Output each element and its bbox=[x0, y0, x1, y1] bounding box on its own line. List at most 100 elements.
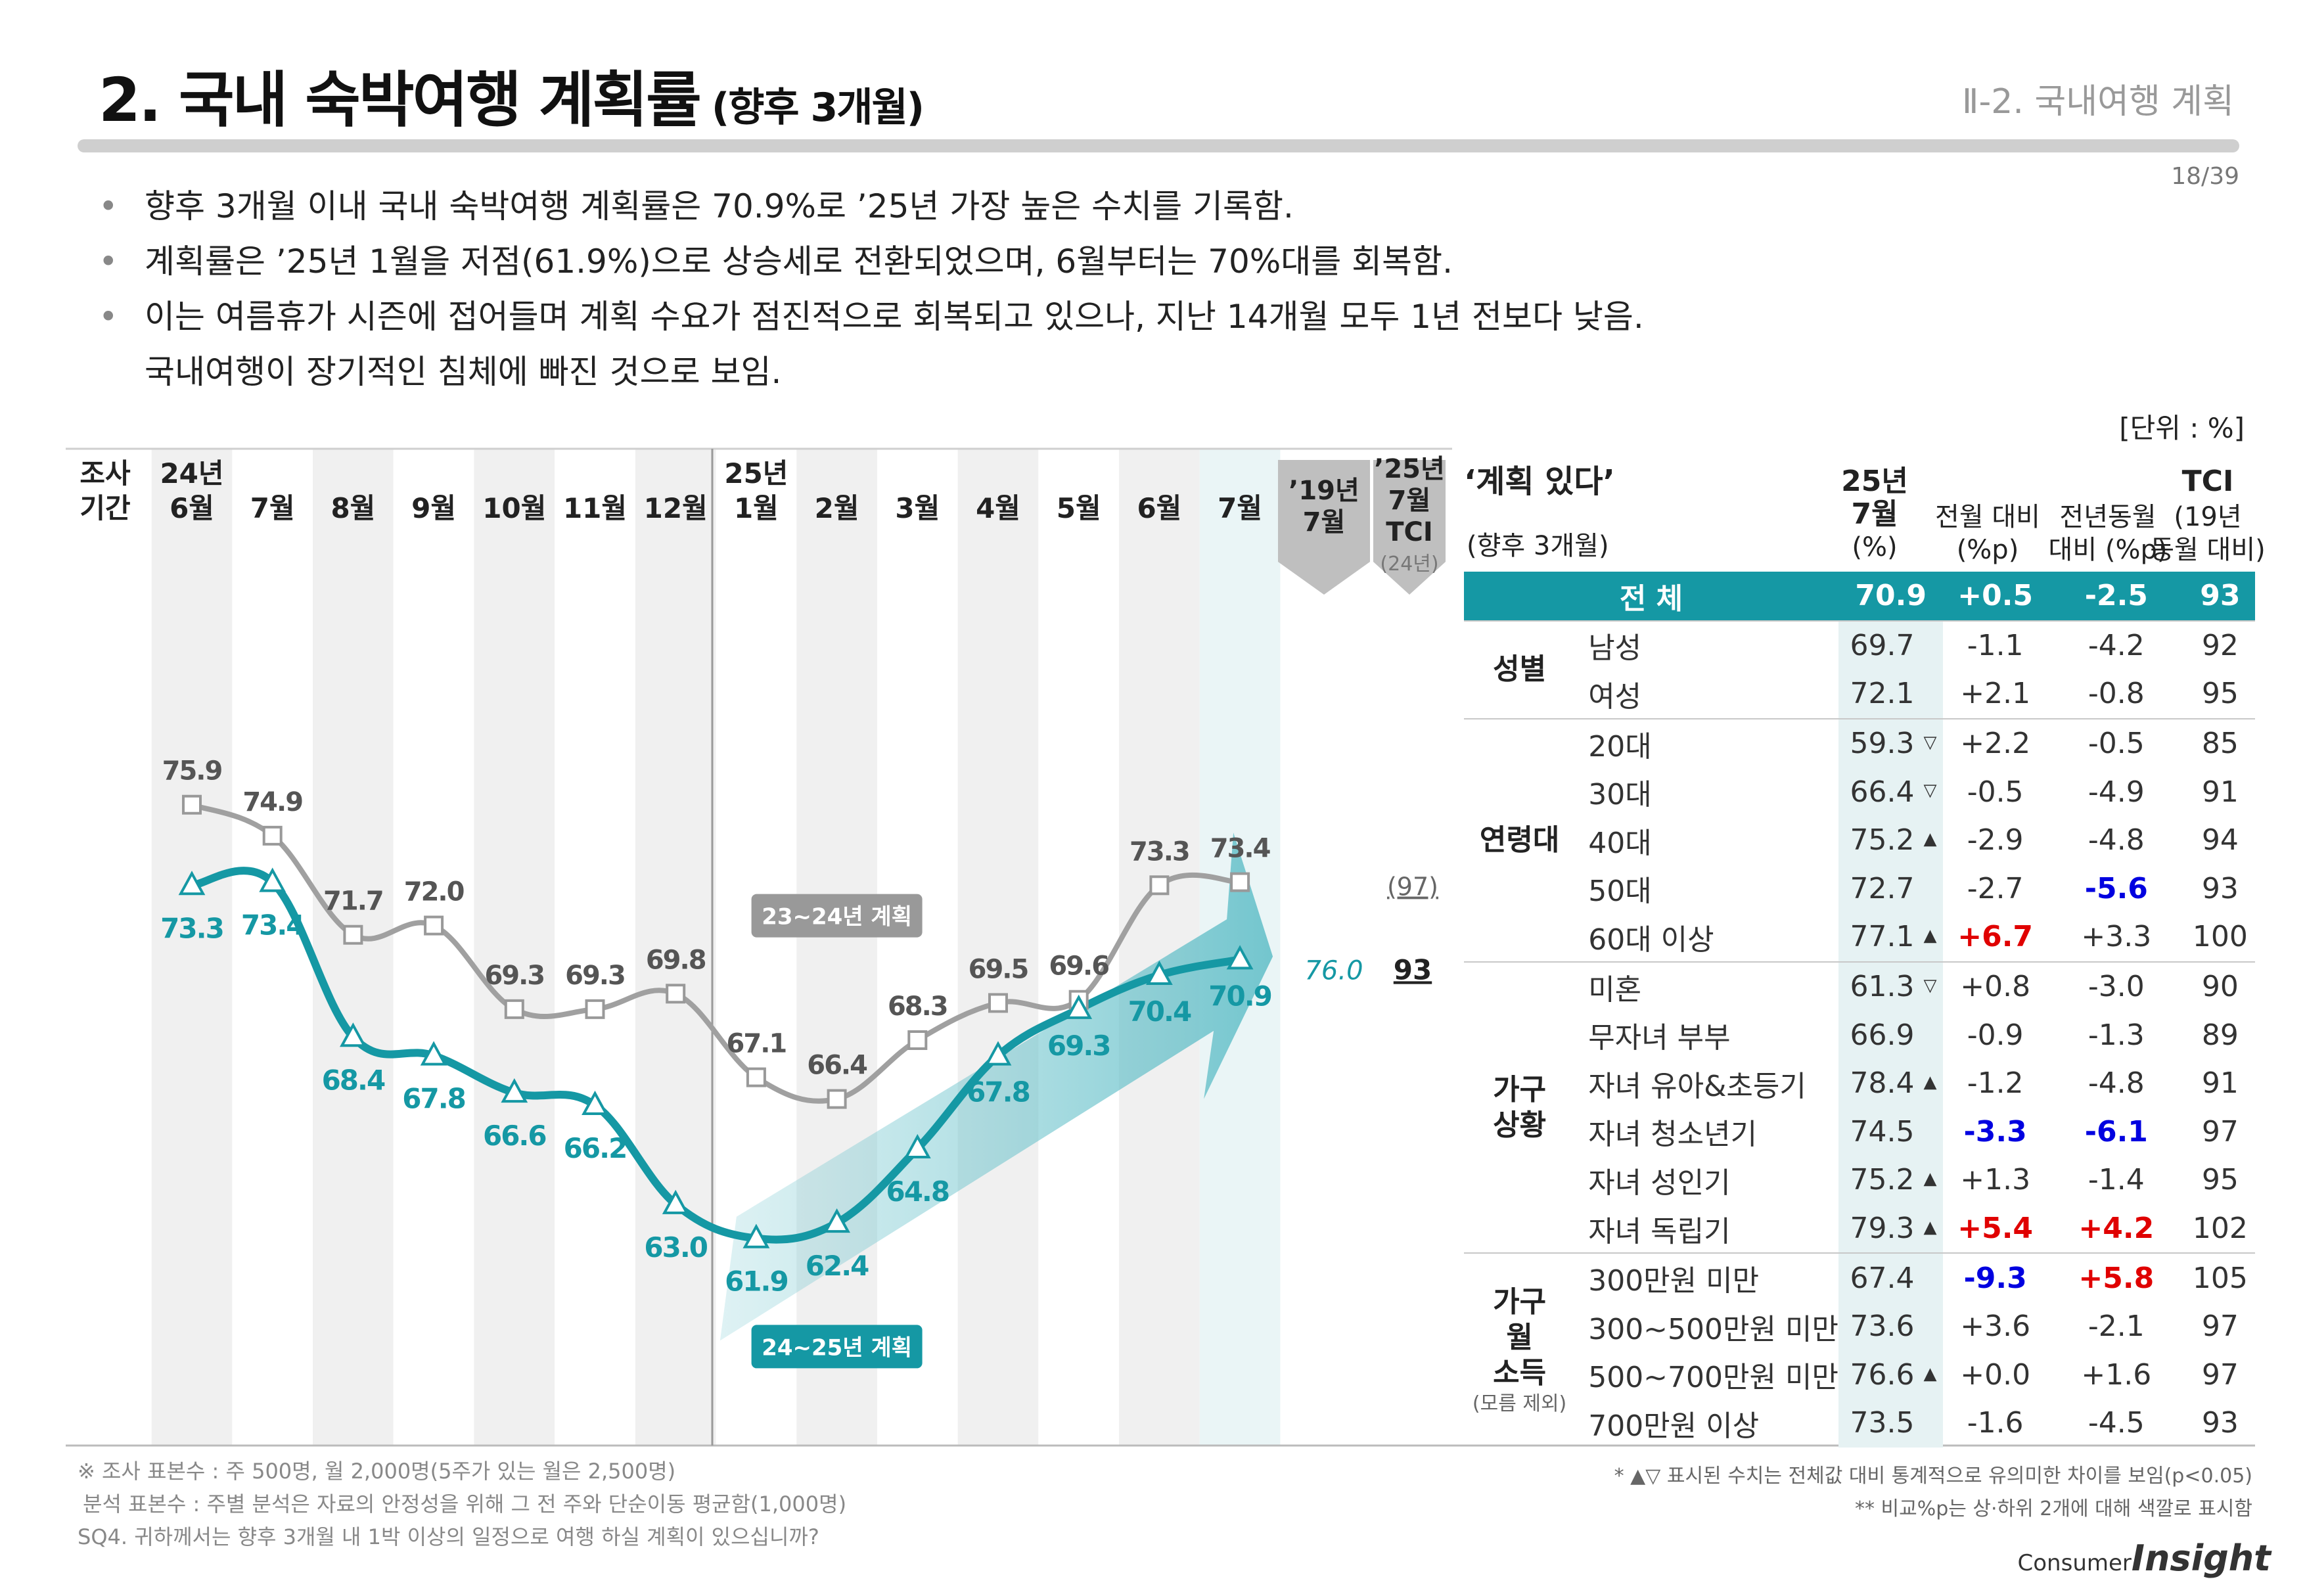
tci-value: 93 bbox=[1394, 953, 1432, 986]
segment-mom: +6.7 bbox=[1957, 920, 2034, 954]
segment-value: 76.6 ▲ bbox=[1838, 1350, 1944, 1400]
teal-data-label: 68.4 bbox=[322, 1064, 385, 1096]
footnote-line: ** 비교%p는 상·하위 2개에 대해 색깔로 표시함 bbox=[1855, 1497, 2252, 1520]
table-row: 30대 66.4 ▽ -0.5 -4.9 91 bbox=[1464, 767, 2255, 816]
footnote-left: ※ 조사 표본수 : 주 500명, 월 2,000명(5주가 있는 월은 2,… bbox=[78, 1455, 846, 1553]
grey-point bbox=[746, 1067, 766, 1087]
segment-label: 60대 이상 bbox=[1588, 923, 1714, 957]
segment-yoy: -6.1 bbox=[2084, 1114, 2148, 1149]
teal-data-label: 67.8 bbox=[402, 1083, 465, 1115]
segment-mom: +2.1 bbox=[1960, 677, 2031, 711]
segment-value: 75.2 ▲ bbox=[1838, 1156, 1944, 1204]
group-note: (모름 제외) bbox=[1472, 1392, 1567, 1415]
x-tick-year: 25년 bbox=[724, 457, 788, 490]
unit-label: [단위 : %] bbox=[2119, 412, 2245, 444]
column-band bbox=[313, 449, 394, 1446]
segment-value: 66.4 ▽ bbox=[1838, 767, 1944, 816]
segment-mom: +2.2 bbox=[1943, 718, 2047, 768]
group-label: 성별 bbox=[1464, 620, 1576, 719]
bullet-item: 계획률은 ’25년 1월을 저점(61.9%)으로 상승세로 전환되었으며, 6… bbox=[99, 234, 2070, 289]
segment-mom: +3.6 bbox=[1960, 1310, 2031, 1344]
column-band bbox=[877, 449, 958, 1446]
segment-yoy: +1.6 bbox=[2081, 1357, 2152, 1392]
table-title: ‘계획 있다’ bbox=[1464, 463, 1615, 500]
x-tick-label: 6월 bbox=[170, 492, 214, 524]
teal-data-label: 73.4 bbox=[241, 909, 304, 942]
column-band bbox=[232, 449, 313, 1446]
teal-point bbox=[984, 1041, 1012, 1066]
grey-data-label: 75.9 bbox=[162, 756, 222, 787]
teal-data-label: 63.0 bbox=[644, 1231, 707, 1264]
group-label: 가구 월 소득 (모름 제외) bbox=[1464, 1252, 1576, 1448]
compare-header: ’19년 bbox=[1289, 476, 1359, 506]
segment-value: 59.3 ▽ bbox=[1838, 718, 1944, 768]
segment-mom: +5.4 bbox=[1957, 1212, 2034, 1246]
segment-value: 77.1 ▲ bbox=[1838, 913, 1944, 962]
trend-arrow-shape bbox=[719, 832, 1273, 1341]
segment-yoy: +5.8 bbox=[2047, 1252, 2185, 1302]
grey-point bbox=[666, 984, 686, 1004]
segment-label: 300만원 미만 bbox=[1575, 1252, 1838, 1302]
x-tick-label: 6월 bbox=[1137, 492, 1181, 524]
table-row: 40대 75.2 ▲ -2.9 -4.8 94 bbox=[1464, 815, 2255, 865]
significant-high-icon: ▲ bbox=[1923, 926, 1937, 946]
x-tick-label: 10월 bbox=[482, 492, 546, 524]
teal-point bbox=[823, 1208, 850, 1233]
grey-data-label: 73.4 bbox=[1210, 834, 1270, 864]
segment-value: 78.4 ▲ bbox=[1838, 1059, 1944, 1108]
x-tick-label: 12월 bbox=[644, 492, 708, 524]
legend-tag-24-25 bbox=[751, 1325, 923, 1369]
grey-data-label: 66.4 bbox=[807, 1051, 867, 1081]
significant-low-icon: ▽ bbox=[1923, 975, 1937, 995]
col-header-month-b: 7월 bbox=[1851, 497, 1898, 531]
segment-value: 73.6 bbox=[1838, 1302, 1944, 1351]
teal-data-label: 66.2 bbox=[564, 1132, 627, 1164]
table-row: 자녀 독립기 79.3 ▲ +5.4 +4.2 102 bbox=[1464, 1204, 2255, 1254]
trend-arrow bbox=[719, 832, 1273, 1341]
table-row: 가구 상황 미혼 61.3 ▽ +0.8 -3.0 90 bbox=[1464, 961, 2255, 1254]
segment-yoy: -1.4 bbox=[2088, 1163, 2145, 1197]
total-mom: +0.5 bbox=[1943, 572, 2047, 621]
segment-tci: 102 bbox=[2192, 1212, 2248, 1246]
compare-column-header-bg bbox=[1278, 460, 1370, 595]
grey-data-label: 69.5 bbox=[969, 954, 1028, 984]
segment-value: 67.4 bbox=[1838, 1252, 1944, 1302]
segment-label: 30대 bbox=[1588, 778, 1652, 812]
significant-high-icon: ▲ bbox=[1923, 1217, 1937, 1237]
segment-yoy: -5.6 bbox=[2084, 871, 2148, 905]
grey-data-label: 72.0 bbox=[404, 877, 464, 907]
bullet-item: 향후 3개월 이내 국내 숙박여행 계획률은 70.9%로 ’25년 가장 높은… bbox=[99, 179, 2070, 234]
segment-tci: 95 bbox=[2201, 1163, 2239, 1197]
grey-data-label: 73.3 bbox=[1130, 836, 1189, 867]
teal-data-label: 70.9 bbox=[1208, 980, 1271, 1012]
column-band bbox=[796, 449, 877, 1446]
segment-label: 20대 bbox=[1575, 718, 1838, 768]
teal-data-label: 73.3 bbox=[160, 912, 223, 944]
segment-tci: 94 bbox=[2201, 823, 2239, 857]
segment-table-body: 전 체 70.9 +0.5 -2.5 93 성별 남성 69.7 -1.1 -4.2 92 여성 72.… bbox=[1464, 572, 2255, 1448]
grey-data-label: 69.3 bbox=[484, 961, 544, 991]
segment-label: 자녀 성인기 bbox=[1588, 1166, 1731, 1200]
title-subtitle: (향후 3개월) bbox=[711, 85, 924, 131]
segment-tci: 91 bbox=[2201, 1066, 2239, 1101]
footnote-line: ※ 조사 표본수 : 주 500명, 월 2,000명(5주가 있는 월은 2,… bbox=[78, 1459, 676, 1484]
table-row: 60대 이상 77.1 ▲ +6.7 +3.3 100 bbox=[1464, 913, 2255, 962]
grey-data-label: 67.1 bbox=[727, 1029, 787, 1059]
segment-value: 61.3 ▽ bbox=[1838, 961, 1944, 1011]
teal-point bbox=[1146, 960, 1173, 985]
segment-value: 74.5 bbox=[1838, 1107, 1944, 1156]
summary-bullets: 향후 3개월 이내 국내 숙박여행 계획률은 70.9%로 ’25년 가장 높은… bbox=[99, 179, 2070, 399]
column-bands bbox=[151, 449, 1281, 1446]
segment-mom: -3.3 bbox=[1963, 1114, 2027, 1149]
compare-header: 7월 bbox=[1303, 507, 1346, 537]
significant-low-icon: ▽ bbox=[1923, 781, 1937, 801]
group-label: 가구 상황 bbox=[1464, 961, 1576, 1254]
teal-point bbox=[742, 1223, 770, 1248]
teal-point bbox=[582, 1090, 608, 1115]
grey-point bbox=[182, 794, 202, 815]
segment-tci: 85 bbox=[2185, 718, 2255, 768]
grey-point bbox=[1149, 875, 1170, 896]
grey-data-label: 69.6 bbox=[1049, 951, 1108, 982]
significant-high-icon: ▲ bbox=[1923, 1363, 1937, 1384]
footnote-line: 분석 표본수 : 주별 분석은 자료의 안정성을 위해 그 전 주와 단순이동 … bbox=[83, 1492, 847, 1516]
